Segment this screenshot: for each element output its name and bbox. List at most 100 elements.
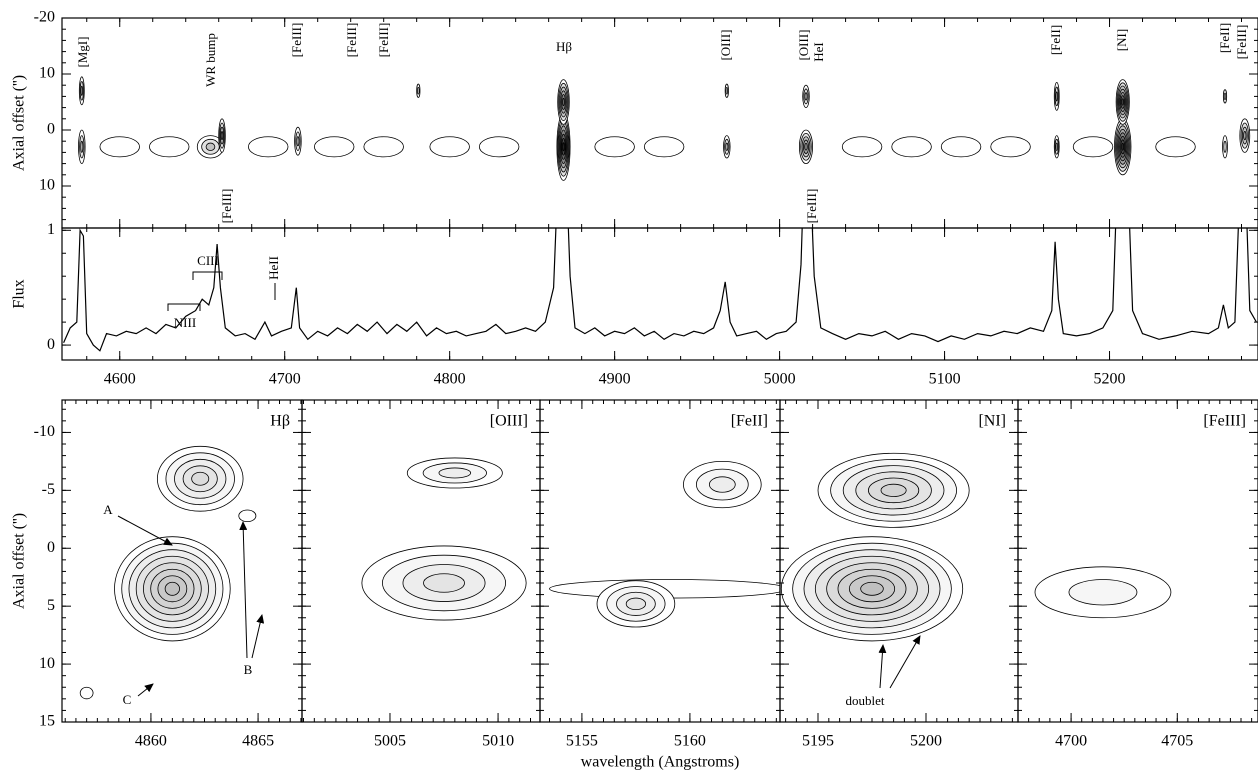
- panel: -10 -5 0 5 10 15 4860 4865 Axial offset ('') Hβ A B…: [11, 399, 303, 750]
- plot-area: [361, 457, 527, 621]
- line-bracket: [167, 303, 201, 311]
- plot-area: [780, 452, 970, 642]
- panel: 4700 4705 [FeIII]: [1017, 399, 1258, 750]
- contour-level: [804, 143, 808, 151]
- spectrum-line: [63, 228, 1257, 352]
- annotation: NIII: [174, 315, 196, 330]
- annotation: C: [123, 692, 132, 707]
- x-tick-label: 5005: [374, 733, 406, 750]
- plot-area: [63, 228, 1257, 352]
- contour-level: [191, 471, 210, 486]
- y-tick-label: 10: [39, 177, 55, 194]
- x-tick-label: 4700: [1055, 733, 1087, 750]
- y-tick-label: 0: [47, 121, 55, 138]
- contour-level: [725, 142, 729, 151]
- frame: [539, 399, 781, 723]
- annotation: [FeII]: [1048, 25, 1063, 55]
- annotation: [OIII]: [718, 29, 733, 60]
- annotation-arrow: [251, 614, 265, 659]
- contour-level: [1055, 91, 1058, 102]
- frame: [1017, 399, 1258, 723]
- contour-level: [940, 136, 982, 158]
- y-axis-title: Axial offset (''): [11, 513, 28, 609]
- annotation: WR bump: [203, 33, 218, 87]
- y-axis-title: Axial offset (''): [11, 75, 28, 171]
- plot-area: [549, 460, 780, 628]
- contour-level: [149, 136, 190, 158]
- contour-level: [1121, 98, 1125, 106]
- contour-level: [238, 509, 257, 523]
- x-tick-label: 4705: [1161, 733, 1193, 750]
- panel-label: [FeIII]: [1203, 413, 1246, 430]
- y-axis-title: Flux: [11, 279, 28, 308]
- y-tick-label: 1: [47, 221, 55, 238]
- annotation: HeI: [811, 42, 826, 62]
- y-tick-label: -10: [34, 423, 55, 440]
- panel-label: [FeII]: [731, 413, 768, 430]
- panel-label: Hβ: [270, 413, 290, 430]
- contour-level: [860, 581, 884, 596]
- annotation: [FeIII]: [344, 23, 359, 58]
- x-tick-label: 5100: [929, 371, 961, 388]
- annotation: [FeIII]: [376, 23, 391, 58]
- y-tick-label: 0: [47, 336, 55, 353]
- contour-level: [1055, 142, 1058, 151]
- contour-level: [880, 483, 907, 497]
- frame: [61, 17, 1258, 229]
- contour-level: [990, 136, 1031, 158]
- panel: -20 10 0 10 Axial offset ('') [MgI] WR bump [Fe…: [11, 9, 1258, 229]
- annotation-arrow: [239, 521, 248, 659]
- x-tick-label: 4900: [599, 371, 631, 388]
- x-tick-label: 4700: [269, 371, 301, 388]
- plot-area: [79, 445, 257, 700]
- annotation: [OIII]: [796, 29, 811, 60]
- y-tick-label: 0: [47, 539, 55, 556]
- x-tick-label: 5155: [566, 733, 598, 750]
- contour-level: [164, 581, 180, 596]
- line-bracket: [192, 271, 223, 280]
- contour-level: [205, 142, 216, 151]
- annotation: Hβ: [556, 39, 572, 54]
- annotation: CIII: [197, 253, 219, 268]
- x-tick-label: 5160: [674, 733, 706, 750]
- panel-label: [NI]: [978, 413, 1006, 430]
- contour-level: [1155, 136, 1196, 158]
- annotation: [FeII]: [1217, 23, 1232, 53]
- contour-level: [429, 136, 470, 158]
- annotation: [FeIII]: [219, 189, 234, 224]
- contour-level: [363, 136, 404, 158]
- contour-level: [80, 85, 84, 96]
- contour-level: [708, 476, 736, 493]
- plot-area: [78, 76, 1251, 181]
- contour-level: [891, 136, 932, 158]
- contour-level: [804, 92, 808, 101]
- contour-level: [313, 136, 355, 158]
- contour-level: [1223, 140, 1227, 153]
- contour-level: [643, 136, 685, 158]
- contour-level: [1121, 142, 1125, 151]
- x-axis-title: wavelength (Angstroms): [581, 754, 740, 771]
- contour-level: [562, 142, 565, 152]
- frame: [61, 227, 1258, 361]
- contour-level: [80, 140, 84, 153]
- y-tick-label: 15: [39, 713, 55, 730]
- contour-level: [625, 597, 647, 611]
- contour-level: [220, 131, 224, 141]
- contour-level: [841, 136, 883, 158]
- annotation: HeII: [266, 256, 281, 280]
- annotation: doublet: [846, 693, 885, 708]
- x-tick-label: 4865: [242, 733, 274, 750]
- contour-level: [478, 136, 520, 158]
- y-tick-label: 10: [39, 655, 55, 672]
- contour-level: [423, 573, 465, 593]
- annotation: [FeIII]: [1234, 25, 1249, 60]
- contour-level: [296, 136, 300, 147]
- contour-level: [99, 136, 140, 158]
- contour-level: [1072, 136, 1114, 158]
- annotation-arrow: [878, 644, 887, 689]
- x-tick-label: 5000: [764, 371, 796, 388]
- panel: 5005 5010 [OIII]: [301, 399, 541, 750]
- annotation: [MgI]: [75, 36, 90, 67]
